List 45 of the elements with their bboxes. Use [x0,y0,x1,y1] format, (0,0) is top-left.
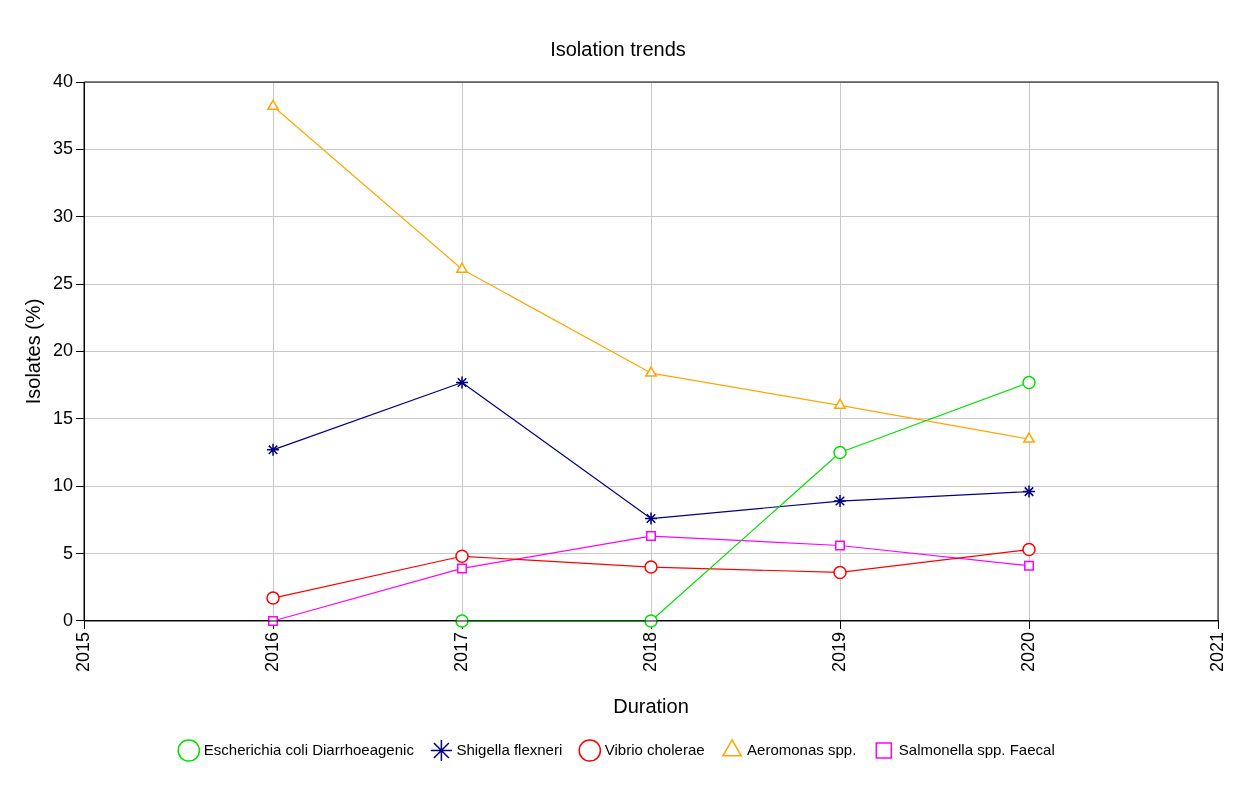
point [835,540,845,551]
point [646,531,656,542]
y-tick-label: 20 [52,340,74,361]
point [644,511,658,526]
legend-label: Shigella flexneri [456,740,563,758]
point [266,591,280,605]
point [455,549,469,564]
point [644,560,658,574]
x-tick-label: 2015 [72,631,93,672]
x-tick-label: 2020 [1017,631,1038,672]
point [1022,375,1036,390]
point [267,99,279,110]
y-tick-label: 0 [63,609,74,630]
point [1022,484,1036,499]
point [645,366,657,377]
y-tick-label: 40 [52,70,74,91]
point [457,563,468,574]
chart-title: Isolation trends [550,37,686,60]
y-tick-label: 30 [52,205,74,226]
legend-label: Salmonella spp. Faecal [898,740,1055,758]
legend-label: Vibrio cholerae [604,740,705,758]
point [266,443,280,457]
y-tick-label: 35 [52,138,74,159]
x-tick-label: 2018 [639,631,660,672]
x-tick-label: 2017 [450,631,471,672]
y-tick-label: 5 [63,542,74,563]
point [455,375,469,390]
y-tick-label: 15 [52,407,74,428]
legend-label: Aeromonas spp. [747,740,857,758]
x-tick-label: 2021 [1206,631,1227,672]
y-axis-title: Isolates (%) [21,298,44,405]
point [1024,560,1034,571]
point [833,445,847,460]
y-tick-label: 25 [52,273,74,294]
point [456,262,468,274]
point [833,494,847,508]
point [1022,542,1036,557]
legend-label: Escherichia coli Diarrhoeagenic [203,740,415,758]
point [833,565,847,580]
point [1023,432,1035,443]
x-axis-title: Duration [613,694,689,717]
y-tick-label: 10 [52,475,74,496]
x-tick-label: 2019 [828,631,849,672]
x-tick-label: 2016 [261,631,282,672]
point [834,398,846,410]
